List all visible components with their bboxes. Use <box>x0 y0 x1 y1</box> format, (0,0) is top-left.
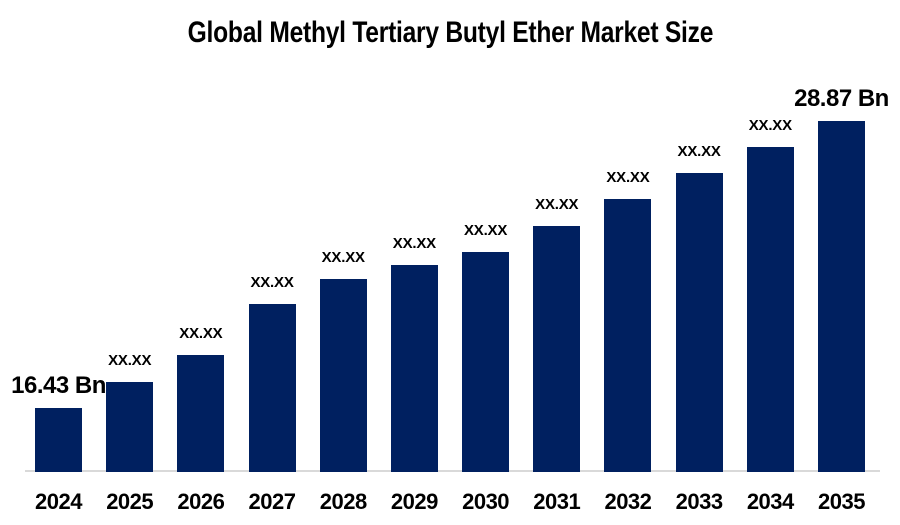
bar-2035 <box>817 121 865 472</box>
bar-value-label-2025: XX.XX <box>108 352 152 369</box>
bar-value-label-2028: XX.XX <box>321 249 365 266</box>
bar-2030 <box>462 252 510 472</box>
x-tick-label-2033: 2033 <box>675 489 723 514</box>
bar-2024 <box>35 408 82 472</box>
x-tick-label-2032: 2032 <box>604 489 652 514</box>
x-tick-label-2029: 2029 <box>390 489 438 514</box>
bar-2032 <box>604 199 652 472</box>
bar-value-label-2024: 16.43 Bn <box>11 372 106 399</box>
bar-value-label-2032: XX.XX <box>606 169 650 186</box>
x-tick-label-2031: 2031 <box>533 489 581 514</box>
x-tick-label-2026: 2026 <box>177 489 225 514</box>
bar-2026 <box>177 355 225 472</box>
x-tick-label-2025: 2025 <box>106 489 154 514</box>
x-tick-label-2034: 2034 <box>746 489 794 514</box>
bar-value-label-2031: XX.XX <box>535 196 579 213</box>
chart-title: Global Methyl Tertiary Butyl Ether Marke… <box>0 16 900 50</box>
bar-value-label-2034: XX.XX <box>748 117 792 134</box>
bar-value-label-2030: XX.XX <box>463 222 508 239</box>
bar-2029 <box>390 265 438 472</box>
bar-2025 <box>106 382 154 472</box>
bar-2033 <box>675 173 723 472</box>
bar-value-label-2033: XX.XX <box>677 143 721 160</box>
x-tick-label-2028: 2028 <box>319 489 367 514</box>
bar-value-label-2026: XX.XX <box>179 325 223 342</box>
x-tick-label-2027: 2027 <box>248 489 296 514</box>
x-tick-label-2030: 2030 <box>462 489 510 514</box>
bar-2034 <box>746 147 794 472</box>
x-tick-label-2035: 2035 <box>817 489 865 514</box>
x-axis-line <box>25 470 880 472</box>
chart-title-text: Global Methyl Tertiary Butyl Ether Marke… <box>187 16 713 49</box>
x-tick-label-2024: 2024 <box>35 489 82 514</box>
bar-value-label-2027: XX.XX <box>250 274 294 291</box>
bar-2027 <box>248 304 296 472</box>
bar-value-label-2035: 28.87 Bn <box>794 85 889 112</box>
bar-2031 <box>533 226 581 472</box>
bar-2028 <box>319 279 367 472</box>
bar-value-label-2029: XX.XX <box>392 235 436 252</box>
